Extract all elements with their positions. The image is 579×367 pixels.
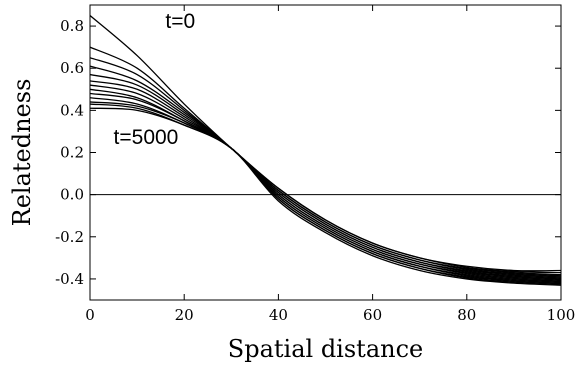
relatedness-curve-6 <box>90 84 561 280</box>
tick-label-group: 0 20 40 60 80 100 -0.4 -0.2 0.0 0.2 0.4 0.6 0.8 <box>55 17 575 324</box>
relatedness-curve-1 <box>90 46 561 274</box>
relatedness-curve-8 <box>90 92 561 282</box>
x-tick-label: 100 <box>547 306 576 324</box>
y-tick-label: -0.2 <box>55 228 84 246</box>
curve-group <box>90 15 561 286</box>
y-tick-label: 0.8 <box>60 17 84 35</box>
relatedness-curve-3 <box>90 65 561 277</box>
relatedness-curve-5 <box>90 80 561 279</box>
relatedness-curve-7 <box>90 88 561 281</box>
x-tick-label: 60 <box>363 306 382 324</box>
y-tick-label: -0.4 <box>55 270 84 288</box>
y-tick-label: 0.4 <box>60 101 84 119</box>
y-tick-label: 0.2 <box>60 144 84 162</box>
relatedness-curve-12 <box>90 107 561 286</box>
y-tick-label: 0.6 <box>60 59 84 77</box>
y-tick-label: 0.0 <box>60 186 84 204</box>
y-axis-title: Relatedness <box>8 79 36 227</box>
x-tick-label: 0 <box>85 306 95 324</box>
curve-annotation: t=0 <box>165 10 195 33</box>
curve-annotation: t=5000 <box>114 126 179 149</box>
annotation-group: t=0 t=5000 <box>114 10 196 149</box>
x-axis-title: Spatial distance <box>228 335 423 363</box>
tick-group <box>89 5 562 300</box>
x-tick-label: 20 <box>175 306 194 324</box>
plot-frame <box>89 4 562 301</box>
relatedness-curve-2 <box>90 57 561 276</box>
x-tick-label: 40 <box>269 306 288 324</box>
x-tick-label: 80 <box>457 306 476 324</box>
